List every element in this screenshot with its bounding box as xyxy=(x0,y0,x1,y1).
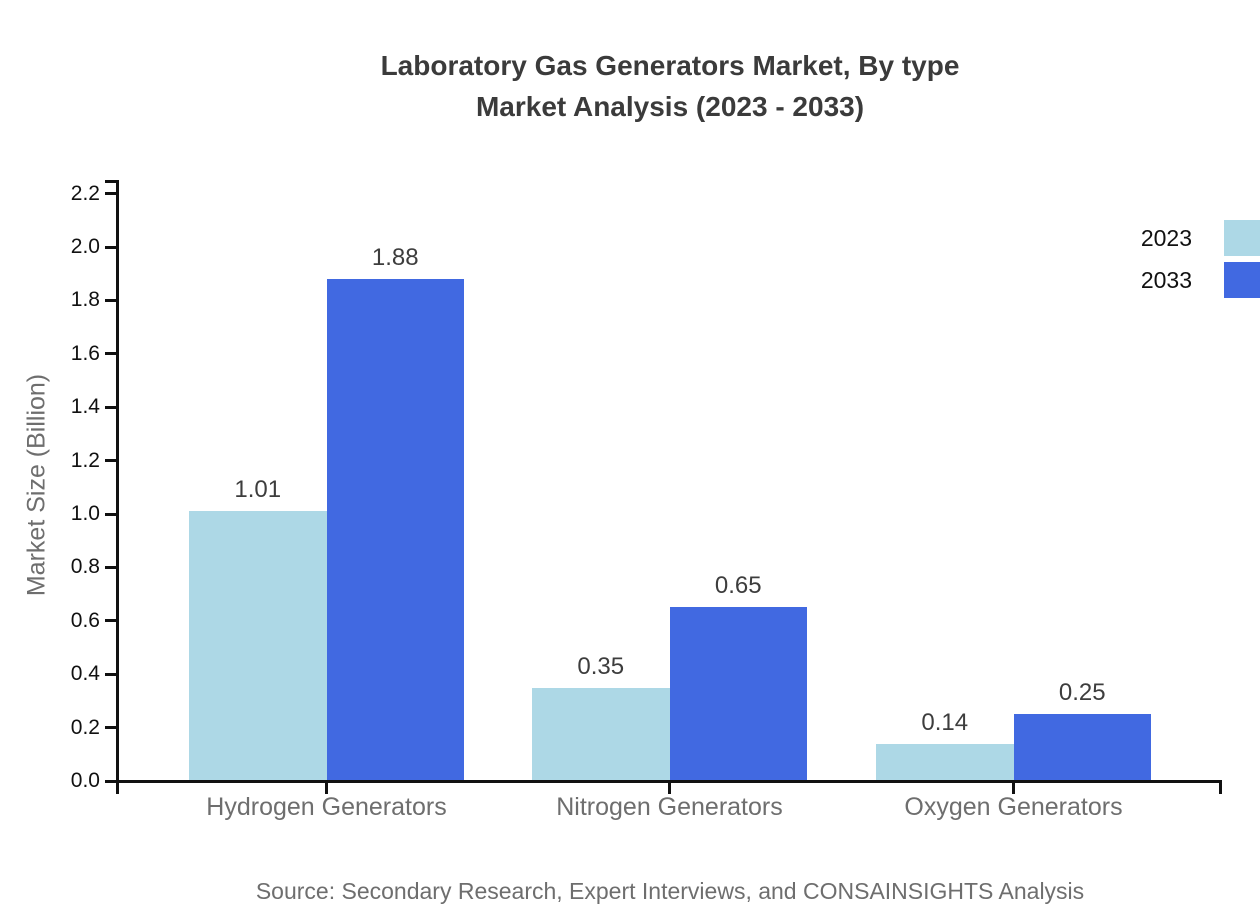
y-tick-mark xyxy=(105,352,118,356)
y-tick-mark xyxy=(105,565,118,569)
value-label: 0.65 xyxy=(714,572,762,600)
legend: 2023 2033 xyxy=(1141,220,1260,298)
x-tick-mark xyxy=(668,781,671,794)
chart-title: Laboratory Gas Generators Market, By typ… xyxy=(118,45,1222,127)
legend-swatch xyxy=(1224,220,1260,256)
y-tick-label: 0.8 xyxy=(70,555,100,579)
source-note: Source: Secondary Research, Expert Inter… xyxy=(255,878,1085,904)
y-tick-mark xyxy=(105,192,118,196)
y-tick-label: 0.6 xyxy=(70,608,100,632)
x-tick-mark xyxy=(1012,781,1015,794)
y-tick-label: 2.2 xyxy=(70,181,100,205)
y-tick-label: 1.8 xyxy=(70,288,100,312)
legend-label: 2023 xyxy=(1140,224,1192,251)
legend-item-2033: 2033 xyxy=(1141,262,1260,298)
y-tick-mark xyxy=(105,726,118,730)
y-tick-label: 1.4 xyxy=(70,395,100,419)
y-tick-mark xyxy=(105,459,118,463)
value-label: 0.14 xyxy=(921,708,969,736)
y-tick-mark xyxy=(105,245,118,249)
y-axis-title: Market Size (Billion) xyxy=(22,373,51,597)
value-label: 0.25 xyxy=(1058,679,1106,707)
y-axis-line xyxy=(116,180,119,794)
y-tick-mark xyxy=(105,672,118,676)
y-tick-label: 0.4 xyxy=(70,662,100,686)
bar-2023-2 xyxy=(532,687,670,781)
x-tick-mark xyxy=(325,781,328,794)
value-label: 1.88 xyxy=(371,244,419,272)
y-tick-label: 0.2 xyxy=(70,715,100,739)
y-tick-label: 1.6 xyxy=(70,341,100,365)
chart-title-line2: Market Analysis (2023 - 2033) xyxy=(475,91,865,122)
y-tick-label: 0.0 xyxy=(70,769,100,792)
y-tick-mark xyxy=(105,298,118,302)
y-tick-mark xyxy=(105,405,118,409)
y-tick-label: 1.0 xyxy=(70,502,100,525)
x-axis-right-cap xyxy=(1219,779,1222,794)
bar-2033-1 xyxy=(326,279,464,781)
value-label: 0.35 xyxy=(577,652,625,680)
bar-2033-3 xyxy=(1013,714,1151,781)
x-tick-label: Nitrogen Generators xyxy=(556,793,783,821)
y-tick-label: 1.2 xyxy=(70,448,100,472)
value-label: 1.01 xyxy=(234,476,282,504)
x-tick-label: Oxygen Generators xyxy=(904,793,1123,821)
bar-2023-1 xyxy=(189,511,327,781)
legend-label: 2033 xyxy=(1140,266,1192,293)
bar-2033-2 xyxy=(669,607,807,781)
bar-2023-3 xyxy=(876,743,1014,781)
y-tick-label: 2.0 xyxy=(70,235,100,258)
y-tick-mark xyxy=(105,619,118,623)
x-axis-line xyxy=(105,779,1222,783)
chart-title-line1: Laboratory Gas Generators Market, By typ… xyxy=(380,50,960,81)
x-tick-label: Hydrogen Generators xyxy=(206,793,447,821)
legend-item-2023: 2023 xyxy=(1141,220,1260,256)
y-tick-mark xyxy=(105,512,118,516)
y-axis-top-cap xyxy=(105,180,119,183)
legend-swatch xyxy=(1224,262,1260,298)
